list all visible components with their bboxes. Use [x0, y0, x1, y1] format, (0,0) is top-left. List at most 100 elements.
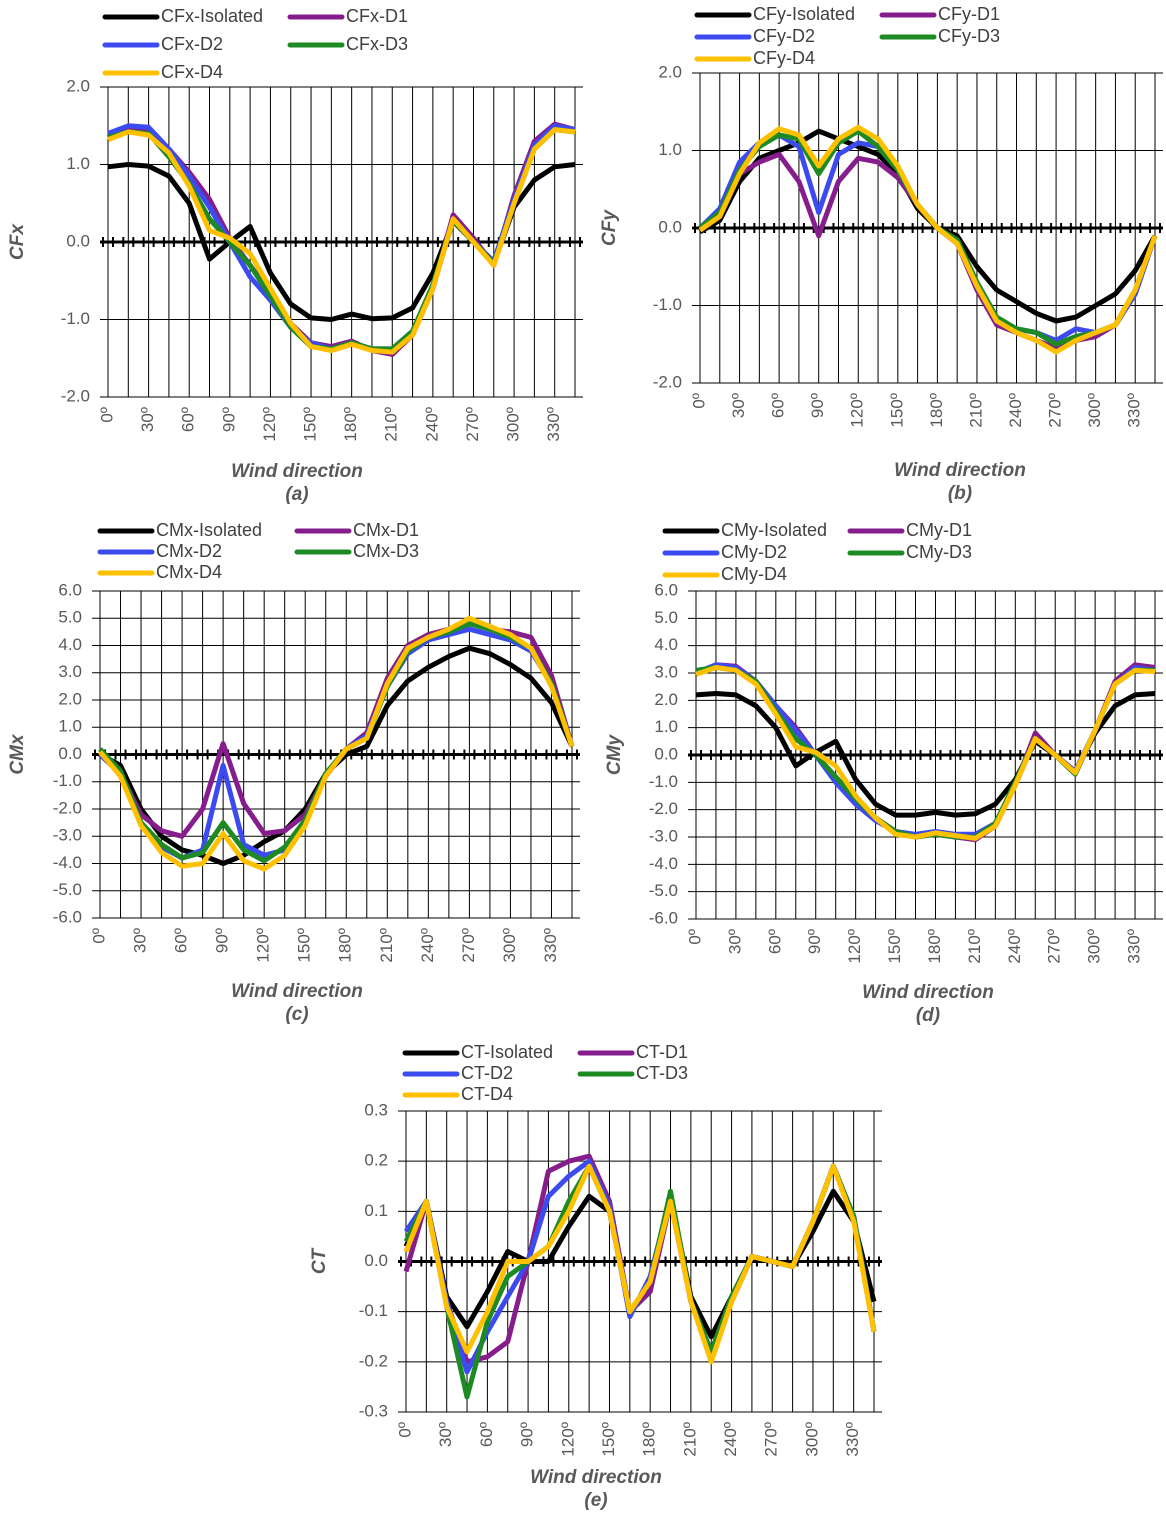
x-tick-label: 180º: [927, 393, 946, 428]
data-line: [698, 151, 1158, 351]
y-tick-label: 1.0: [66, 154, 90, 173]
y-axis-title: CT: [309, 1247, 330, 1274]
x-tick-label: 0º: [97, 407, 116, 423]
legend-label: CMx-D3: [353, 541, 419, 561]
legend-label: CMy-D4: [721, 564, 787, 584]
x-tick-label: 300º: [802, 1422, 821, 1457]
legend-label: CFy-Isolated: [753, 4, 855, 24]
x-tick-label: 180º: [341, 407, 360, 442]
x-tick-label: 30º: [729, 393, 748, 418]
x-tick-label: 120º: [254, 928, 273, 963]
x-tick-label: 150º: [599, 1422, 618, 1457]
x-tick-label: 30º: [138, 407, 157, 432]
x-tick-label: 330º: [1125, 393, 1144, 428]
x-tick-label: 0º: [685, 929, 704, 945]
y-tick-label: -1.0: [649, 772, 678, 791]
x-tick-label: 180º: [640, 1422, 659, 1457]
x-axis-title: Wind direction: [894, 460, 1026, 481]
x-tick-label: 240º: [1006, 393, 1025, 428]
y-tick-label: 0.0: [58, 744, 82, 763]
legend-label: CT-Isolated: [461, 1042, 553, 1062]
chart: -0.3 -0.2 -0.1 0.0 0.1 0.2 0.3 0º 30º 60º 90º 120º 1…: [309, 1042, 882, 1511]
x-tick-label: 270º: [459, 928, 478, 963]
legend-label: CT-D2: [461, 1063, 513, 1083]
x-axis-title: Wind direction: [530, 1467, 662, 1488]
legend-label: CFx-D4: [161, 62, 223, 82]
caption: (b): [948, 483, 972, 504]
x-tick-label: 270º: [1045, 929, 1064, 964]
x-tick-label: 150º: [301, 407, 320, 442]
legend-label: CMx-D4: [156, 562, 222, 582]
legend-label: CFx-D2: [161, 34, 223, 54]
y-tick-label: 2.0: [66, 76, 90, 95]
x-tick-label: 210º: [680, 1422, 699, 1457]
x-tick-label: 60º: [477, 1422, 496, 1447]
x-tick-label: 240º: [721, 1422, 740, 1457]
x-tick-label: 210º: [377, 928, 396, 963]
legend-label: CMx-D2: [156, 541, 222, 561]
x-tick-label: 90º: [805, 929, 824, 954]
legend-label: CT-D3: [636, 1063, 688, 1083]
y-tick-label: -5.0: [53, 880, 82, 899]
legend-label: CMy-D3: [906, 542, 972, 562]
x-tick-label: 300º: [500, 928, 519, 963]
x-axis-title: Wind direction: [231, 981, 363, 1002]
x-tick-label: 180º: [925, 929, 944, 964]
x-tick-label: 30º: [131, 928, 150, 953]
y-tick-label: 6.0: [58, 580, 82, 599]
x-tick-label: 120º: [848, 393, 867, 428]
x-tick-label: 90º: [213, 928, 232, 953]
x-tick-label: 240º: [422, 407, 441, 442]
x-tick-label: 300º: [1085, 393, 1104, 428]
y-tick-label: -1.0: [53, 771, 82, 790]
caption: (d): [916, 1005, 940, 1026]
chart: -2.0 -1.0 0.0 1.0 2.0 0º 30º 60º 90º 120º 150º 180º…: [7, 6, 583, 505]
y-tick-label: 5.0: [58, 608, 82, 627]
data-line: [403, 1163, 877, 1365]
y-axis-title: CMx: [7, 733, 28, 775]
y-tick-label: -2.0: [53, 798, 82, 817]
chart: -6.0 -5.0 -4.0 -3.0 -2.0 -1.0 0.0 1.0 2.0 3.0 4.0 5…: [604, 520, 1163, 1026]
y-tick-label: -2.0: [61, 386, 90, 405]
x-tick-label: 270º: [1046, 393, 1065, 428]
legend-label: CFy-D3: [938, 26, 1000, 46]
x-tick-label: 60º: [179, 407, 198, 432]
y-tick-label: 1.0: [658, 140, 682, 159]
legend-label: CFy-D1: [938, 4, 1000, 24]
y-tick-label: -6.0: [53, 907, 82, 926]
y-tick-label: -0.3: [359, 1401, 388, 1420]
y-tick-label: -3.0: [53, 826, 82, 845]
x-tick-label: 210º: [965, 929, 984, 964]
data-line: [107, 127, 576, 355]
x-tick-label: 30º: [436, 1422, 455, 1447]
x-tick-label: 0º: [395, 1422, 414, 1438]
y-tick-label: 2.0: [654, 690, 678, 709]
legend-label: CMx-Isolated: [156, 520, 262, 540]
y-tick-label: -5.0: [649, 881, 678, 900]
legend-label: CT-D4: [461, 1084, 513, 1104]
data-line: [403, 1158, 877, 1375]
caption: (e): [584, 1490, 607, 1511]
legend-label: CMy-D2: [721, 542, 787, 562]
y-tick-label: 0.0: [654, 744, 678, 763]
y-tick-label: 0.0: [658, 217, 682, 236]
y-tick-label: -6.0: [649, 908, 678, 927]
x-tick-label: 150º: [295, 928, 314, 963]
x-tick-label: 330º: [544, 407, 563, 442]
x-tick-label: 330º: [1125, 929, 1144, 964]
x-axis-title: Wind direction: [231, 461, 363, 482]
y-axis-title: CFy: [599, 209, 620, 246]
data-line: [698, 124, 1158, 355]
x-tick-label: 330º: [843, 1422, 862, 1457]
x-tick-label: 210º: [382, 407, 401, 442]
y-tick-label: 2.0: [658, 62, 682, 81]
data-line: [98, 621, 575, 839]
x-tick-label: 0º: [89, 928, 108, 944]
chart: -6.0 -5.0 -4.0 -3.0 -2.0 -1.0 0.0 1.0 2.0 3.0 4.0 5…: [7, 520, 580, 1025]
x-tick-label: 300º: [1085, 929, 1104, 964]
y-tick-label: -2.0: [653, 372, 682, 391]
y-tick-label: 4.0: [58, 635, 82, 654]
y-tick-label: -1.0: [653, 295, 682, 314]
y-tick-label: 2.0: [58, 689, 82, 708]
